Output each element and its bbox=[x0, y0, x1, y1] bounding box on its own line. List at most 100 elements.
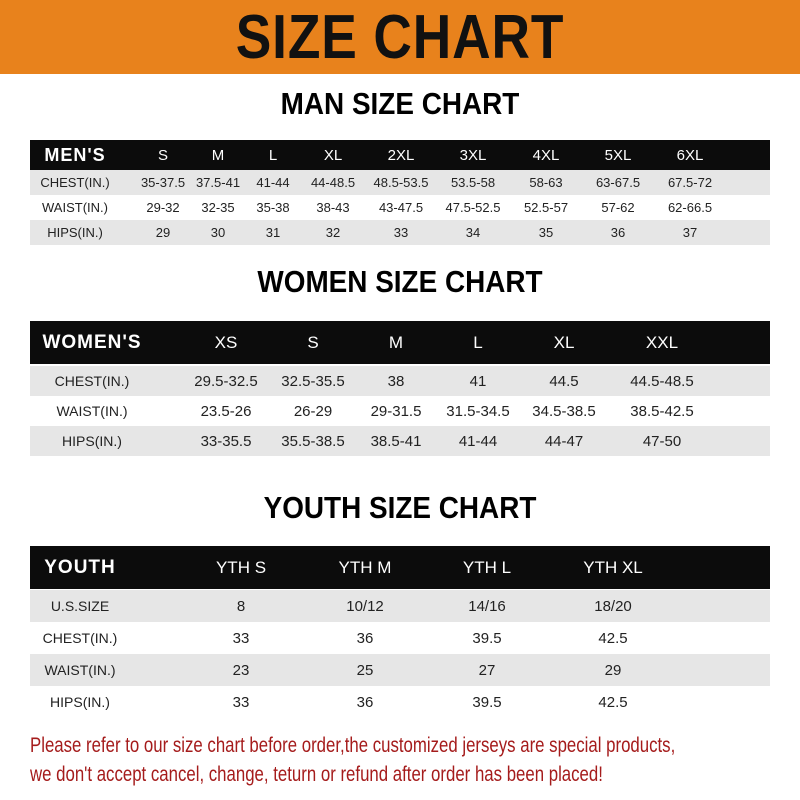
table-cell: 44.5-48.5 bbox=[630, 372, 694, 390]
table-cell: 35-38 bbox=[256, 200, 290, 215]
table-row: U.S.SIZE 8 10/12 14/16 18/20 bbox=[30, 590, 770, 622]
size-header: L bbox=[473, 332, 483, 352]
order-notice-line-1: Please refer to our size chart before or… bbox=[30, 734, 676, 757]
table-cell: 23 bbox=[232, 661, 250, 679]
table-cell: 27 bbox=[478, 661, 496, 679]
measure-label: WAIST(IN.) bbox=[42, 200, 108, 215]
size-header: XL bbox=[323, 146, 343, 164]
men-section-title: MAN SIZE CHART bbox=[280, 86, 520, 121]
table-cell: 33 bbox=[232, 693, 250, 711]
measure-label: WAIST(IN.) bbox=[56, 403, 128, 419]
size-header: M bbox=[388, 332, 404, 352]
table-cell: 63-67.5 bbox=[595, 175, 641, 190]
size-header: YTH S bbox=[215, 557, 267, 577]
table-cell: 34.5-38.5 bbox=[532, 402, 596, 420]
table-cell: 62-66.5 bbox=[667, 200, 713, 215]
size-header: YTH M bbox=[338, 557, 392, 577]
table-label-header: WOMEN'S bbox=[42, 331, 142, 353]
table-cell: 36 bbox=[356, 629, 374, 647]
table-cell: 29.5-32.5 bbox=[194, 372, 258, 390]
table-cell: 33-35.5 bbox=[200, 432, 252, 450]
size-header: XL bbox=[553, 332, 575, 352]
table-cell: 41-44 bbox=[458, 432, 498, 450]
table-cell: 42.5 bbox=[598, 629, 628, 647]
table-cell: 29 bbox=[155, 225, 171, 240]
table-cell: 38.5-41 bbox=[370, 432, 422, 450]
table-cell: 38 bbox=[387, 372, 405, 390]
table-cell: 52.5-57 bbox=[523, 200, 569, 215]
table-cell: 44-48.5 bbox=[310, 175, 356, 190]
table-cell: 14/16 bbox=[468, 597, 506, 615]
table-cell: 35 bbox=[538, 225, 554, 240]
table-row: WAIST(IN.) 23 25 27 29 bbox=[30, 654, 770, 686]
table-cell: 18/20 bbox=[594, 597, 632, 615]
header-row: WOMEN'S XS S M L XL XXL bbox=[30, 321, 770, 364]
table-cell: 29 bbox=[604, 661, 622, 679]
table-cell: 53.5-58 bbox=[450, 175, 496, 190]
table-cell: 23.5-26 bbox=[200, 402, 252, 420]
size-header: 6XL bbox=[676, 146, 704, 164]
table-cell: 39.5 bbox=[472, 693, 502, 711]
table-cell: 32 bbox=[325, 225, 341, 240]
size-header: S bbox=[157, 146, 169, 164]
women-section-title: WOMEN SIZE CHART bbox=[257, 264, 543, 299]
table-label-header: YOUTH bbox=[44, 556, 116, 578]
size-header: L bbox=[268, 146, 278, 164]
header-row: YOUTH YTH S YTH M YTH L YTH XL bbox=[30, 546, 770, 589]
table-row: CHEST(IN.) 33 36 39.5 42.5 bbox=[30, 622, 770, 654]
measure-label: WAIST(IN.) bbox=[44, 662, 116, 678]
table-row: HIPS(IN.) 29 30 31 32 33 34 35 36 37 bbox=[30, 220, 770, 245]
order-notice-line-2: we don't accept cancel, change, teturn o… bbox=[30, 763, 603, 786]
table-cell: 38.5-42.5 bbox=[630, 402, 694, 420]
youth-section-title: YOUTH SIZE CHART bbox=[263, 490, 537, 525]
table-cell: 47-50 bbox=[642, 432, 682, 450]
measure-label: U.S.SIZE bbox=[50, 598, 110, 614]
size-header: YTH L bbox=[462, 557, 512, 577]
table-row: CHEST(IN.) 29.5-32.5 32.5-35.5 38 41 44.5 44.5… bbox=[30, 366, 770, 396]
table-cell: 47.5-52.5 bbox=[445, 200, 501, 215]
table-label-header: MEN'S bbox=[44, 144, 106, 165]
table-cell: 41-44 bbox=[256, 175, 290, 190]
size-header: S bbox=[307, 332, 319, 352]
table-cell: 34 bbox=[465, 225, 481, 240]
table-cell: 37.5-41 bbox=[195, 175, 241, 190]
page-title: SIZE CHART bbox=[235, 3, 565, 72]
table-cell: 8 bbox=[236, 597, 246, 615]
size-header: 5XL bbox=[604, 146, 632, 164]
table-cell: 31.5-34.5 bbox=[446, 402, 510, 420]
table-cell: 44-47 bbox=[544, 432, 584, 450]
table-cell: 33 bbox=[393, 225, 409, 240]
size-header: YTH XL bbox=[583, 557, 643, 577]
table-cell: 36 bbox=[356, 693, 374, 711]
table-cell: 43-47.5 bbox=[378, 200, 424, 215]
table-cell: 33 bbox=[232, 629, 250, 647]
table-cell: 41 bbox=[469, 372, 487, 390]
measure-label: HIPS(IN.) bbox=[62, 433, 122, 449]
table-cell: 30 bbox=[210, 225, 226, 240]
table-cell: 57-62 bbox=[601, 200, 635, 215]
table-cell: 32.5-35.5 bbox=[281, 372, 345, 390]
measure-label: HIPS(IN.) bbox=[50, 694, 110, 710]
table-row: CHEST(IN.) 35-37.5 37.5-41 41-44 44-48.5 48.5… bbox=[30, 170, 770, 195]
table-cell: 10/12 bbox=[346, 597, 384, 615]
title-banner: SIZE CHART bbox=[0, 0, 800, 74]
table-cell: 25 bbox=[356, 661, 374, 679]
table-cell: 29-32 bbox=[146, 200, 180, 215]
header-row: MEN'S S M L XL 2XL 3XL 4XL 5XL 6XL bbox=[30, 140, 770, 170]
table-cell: 42.5 bbox=[598, 693, 628, 711]
size-header: 2XL bbox=[387, 146, 415, 164]
measure-label: CHEST(IN.) bbox=[42, 630, 118, 646]
size-header: XXL bbox=[645, 332, 679, 352]
table-cell: 29-31.5 bbox=[370, 402, 422, 420]
table-cell: 44.5 bbox=[549, 372, 579, 390]
measure-label: CHEST(IN.) bbox=[54, 373, 130, 389]
table-cell: 38-43 bbox=[316, 200, 350, 215]
table-cell: 32-35 bbox=[201, 200, 235, 215]
size-header: XS bbox=[214, 332, 238, 352]
table-row: WAIST(IN.) 29-32 32-35 35-38 38-43 43-47.5 47.… bbox=[30, 195, 770, 220]
table-cell: 35-37.5 bbox=[140, 175, 186, 190]
size-header: 3XL bbox=[459, 146, 487, 164]
table-row: HIPS(IN.) 33-35.5 35.5-38.5 38.5-41 41-44 44-… bbox=[30, 426, 770, 456]
measure-label: HIPS(IN.) bbox=[47, 225, 103, 240]
table-cell: 37 bbox=[682, 225, 698, 240]
